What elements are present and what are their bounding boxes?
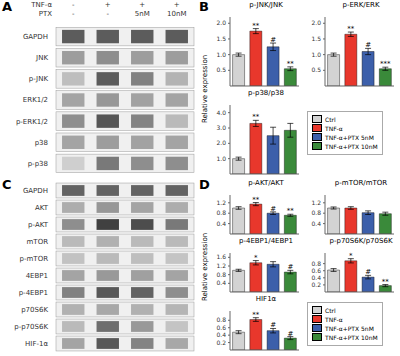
svg-text:p38: p38 xyxy=(35,139,48,147)
html-text:TNF-α+PTX 5nM: TNF-α+PTX 5nM xyxy=(325,133,374,141)
svg-text:0.2: 0.2 xyxy=(311,281,321,288)
html-text:TNF-α: TNF-α xyxy=(325,124,343,132)
svg-text:p-4EBP1: p-4EBP1 xyxy=(19,289,48,297)
svg-text:0.8: 0.8 xyxy=(216,271,226,278)
svg-text:JNK: JNK xyxy=(35,54,48,62)
html-text:A: A xyxy=(2,0,13,14)
html-text:p-ERK/ERK: p-ERK/ERK xyxy=(342,1,380,9)
html-text:C: C xyxy=(2,177,12,192)
svg-text:**: ** xyxy=(252,113,260,121)
svg-text:0.4: 0.4 xyxy=(216,279,226,286)
svg-text:2.0: 2.0 xyxy=(216,139,226,146)
svg-text:**: ** xyxy=(287,60,295,68)
svg-text:p70S6K: p70S6K xyxy=(21,306,48,314)
html-text:p-mTOR/mTOR: p-mTOR/mTOR xyxy=(334,179,388,187)
svg-text:**: ** xyxy=(252,311,260,319)
svg-text:0.4: 0.4 xyxy=(311,274,321,281)
svg-text:1.2: 1.2 xyxy=(216,199,226,206)
svg-text:#: # xyxy=(287,330,293,338)
svg-text:***: *** xyxy=(380,60,391,68)
svg-text:0.2: 0.2 xyxy=(216,339,226,346)
svg-text:**: ** xyxy=(347,25,355,33)
svg-text:2.0: 2.0 xyxy=(216,19,226,26)
svg-text:AKT: AKT xyxy=(35,204,49,212)
svg-text:3.0: 3.0 xyxy=(216,124,226,131)
html-text:Relative expression: Relative expression xyxy=(201,232,209,302)
svg-text:1.5: 1.5 xyxy=(216,35,226,42)
svg-text:**: ** xyxy=(287,207,295,215)
html-text:p-AKT/AKT: p-AKT/AKT xyxy=(248,179,284,187)
svg-text:#: # xyxy=(270,321,276,329)
html-text:TNF-α: TNF-α xyxy=(325,315,343,323)
svg-text:1.0: 1.0 xyxy=(216,51,226,58)
svg-text:0.4: 0.4 xyxy=(311,220,321,227)
svg-text:0.6: 0.6 xyxy=(311,267,321,274)
svg-text:GAPDH: GAPDH xyxy=(23,187,48,195)
svg-text:4EBP1: 4EBP1 xyxy=(26,272,48,280)
svg-text:+: + xyxy=(174,2,180,9)
svg-text:10nM: 10nM xyxy=(167,10,186,18)
svg-text:#: # xyxy=(270,205,276,213)
svg-text:0.8: 0.8 xyxy=(216,209,226,216)
html-text:p-JNK/JNK: p-JNK/JNK xyxy=(249,1,283,9)
svg-text:2.0: 2.0 xyxy=(311,19,321,26)
svg-text:0.8: 0.8 xyxy=(311,209,321,216)
svg-text:0.8: 0.8 xyxy=(216,316,226,323)
html-text:Relative expression: Relative expression xyxy=(201,54,209,124)
svg-text:**: ** xyxy=(252,22,260,30)
svg-text:#: # xyxy=(270,36,276,44)
svg-text:1.0: 1.0 xyxy=(216,155,226,162)
svg-text:HIF-1α: HIF-1α xyxy=(25,340,48,348)
svg-text:0.5: 0.5 xyxy=(311,66,321,73)
html-text:TNF-α+PTX 10nM: TNF-α+PTX 10nM xyxy=(325,142,378,150)
svg-text:TNF-α: TNF-α xyxy=(30,2,52,9)
svg-text:ERK1/2: ERK1/2 xyxy=(23,96,48,104)
svg-text:+: + xyxy=(139,2,145,9)
svg-text:+: + xyxy=(105,2,111,9)
svg-text:PTX: PTX xyxy=(39,10,52,18)
svg-text:p-mTOR: p-mTOR xyxy=(20,255,49,263)
svg-text:0.8: 0.8 xyxy=(311,260,321,267)
svg-text:#: # xyxy=(365,268,371,276)
svg-text:4.0: 4.0 xyxy=(216,109,226,116)
svg-text:p-AKT: p-AKT xyxy=(28,221,49,229)
svg-text:p-p70S6K: p-p70S6K xyxy=(14,323,48,331)
svg-text:0.5: 0.5 xyxy=(216,66,226,73)
svg-text:0.4: 0.4 xyxy=(216,331,226,338)
svg-text:p-p38: p-p38 xyxy=(28,160,48,168)
html-text:p-p38/p38: p-p38/p38 xyxy=(248,89,284,97)
html-text:TNF-α+PTX 5nM: TNF-α+PTX 5nM xyxy=(325,324,374,332)
svg-text:p-ERK1/2: p-ERK1/2 xyxy=(16,118,48,126)
svg-text:1.2: 1.2 xyxy=(311,199,321,206)
html-text:D: D xyxy=(199,177,210,192)
svg-text:**: ** xyxy=(382,278,390,286)
svg-text:#: # xyxy=(365,41,371,49)
svg-text:0.6: 0.6 xyxy=(216,324,226,331)
html-text:p-p70S6K/p70S6K: p-p70S6K/p70S6K xyxy=(329,237,393,245)
html-text:TNF-α+PTX 10nM: TNF-α+PTX 10nM xyxy=(325,333,378,341)
svg-text:mTOR: mTOR xyxy=(27,238,49,246)
svg-text:p-JNK: p-JNK xyxy=(29,75,49,83)
svg-text:1.5: 1.5 xyxy=(311,35,321,42)
svg-text:0.4: 0.4 xyxy=(216,220,226,227)
html-text:Ctrl: Ctrl xyxy=(325,115,336,123)
svg-text:5nM: 5nM xyxy=(135,10,150,18)
svg-text:**: ** xyxy=(252,196,260,204)
svg-text:*: * xyxy=(254,254,258,262)
svg-text:1.6: 1.6 xyxy=(216,253,226,260)
svg-text:#: # xyxy=(287,263,293,271)
svg-text:-: - xyxy=(106,10,109,18)
svg-text:1.2: 1.2 xyxy=(216,262,226,269)
svg-text:-: - xyxy=(72,10,75,18)
html-text:B: B xyxy=(199,0,209,14)
svg-text:-: - xyxy=(72,2,75,9)
html-text:HIF1α: HIF1α xyxy=(255,295,277,303)
svg-text:*: * xyxy=(349,252,353,260)
html-text:p-4EBP1/4EBP1: p-4EBP1/4EBP1 xyxy=(239,237,293,245)
svg-text:1.0: 1.0 xyxy=(311,51,321,58)
svg-text:GAPDH: GAPDH xyxy=(23,33,48,41)
html-text:Ctrl: Ctrl xyxy=(325,306,336,314)
